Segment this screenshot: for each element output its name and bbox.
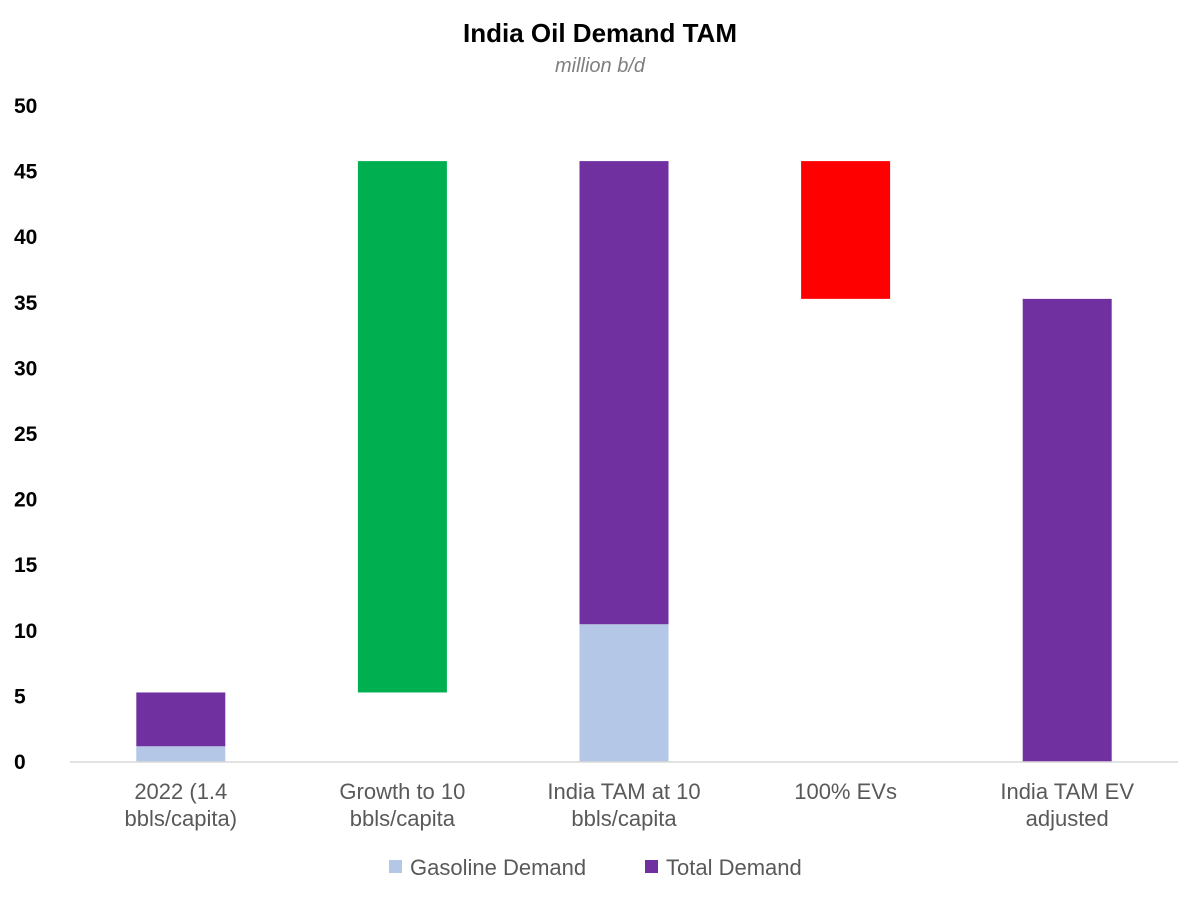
y-tick-label: 35 <box>14 292 38 315</box>
legend-label: Gasoline Demand <box>410 855 586 880</box>
legend-label: Total Demand <box>666 855 802 880</box>
y-tick-label: 0 <box>14 751 26 774</box>
bar-total-demand <box>136 692 226 747</box>
legend: Gasoline Demand Total Demand <box>389 855 802 880</box>
x-tick-label: bbls/capita <box>571 806 677 831</box>
chart-subtitle: million b/d <box>555 55 646 77</box>
y-tick-label: 50 <box>14 95 37 118</box>
bar-waterfall <box>357 161 447 693</box>
x-tick-label: India TAM EV <box>1000 779 1134 804</box>
bar-waterfall <box>801 161 891 299</box>
y-tick-label: 30 <box>14 357 37 380</box>
x-tick-label: 100% EVs <box>794 779 897 804</box>
y-tick-label: 45 <box>14 161 38 184</box>
x-tick-label: India TAM at 10 <box>547 779 700 804</box>
legend-swatch <box>645 860 658 873</box>
legend-swatch <box>389 860 402 873</box>
y-tick-label: 5 <box>14 685 26 708</box>
y-tick-label: 40 <box>14 226 37 249</box>
bar-total-demand <box>579 161 669 625</box>
bar-gasoline-demand <box>579 624 669 762</box>
bar-total-demand <box>1022 298 1112 762</box>
y-tick-label: 25 <box>14 423 38 446</box>
x-tick-label: 2022 (1.4 <box>134 779 227 804</box>
x-tick-label: bbls/capita <box>350 806 456 831</box>
x-tick-label: adjusted <box>1026 806 1109 831</box>
y-tick-label: 10 <box>14 620 37 643</box>
chart-title: India Oil Demand TAM <box>463 18 737 48</box>
bar-gasoline-demand <box>136 746 226 762</box>
x-tick-label: bbls/capita) <box>125 806 238 831</box>
plot-area <box>136 161 1112 762</box>
y-tick-label: 15 <box>14 554 38 577</box>
y-tick-label: 20 <box>14 489 37 512</box>
y-axis: 0 5 10 15 20 25 30 35 40 45 50 <box>14 95 38 774</box>
x-tick-label: Growth to 10 <box>339 779 465 804</box>
